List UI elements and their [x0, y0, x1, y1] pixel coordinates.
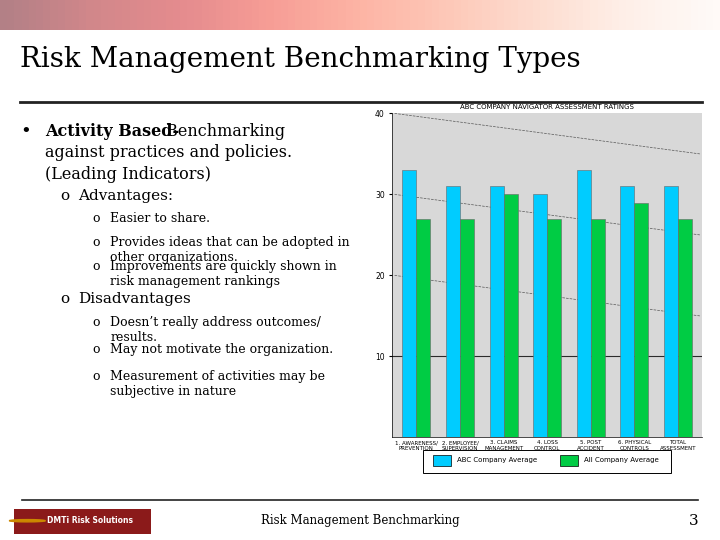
Text: Provides ideas that can be adopted in
other organizations.: Provides ideas that can be adopted in ot…	[110, 236, 350, 264]
Text: DMTi Risk Solutions: DMTi Risk Solutions	[47, 516, 132, 525]
Text: o: o	[92, 236, 99, 249]
Bar	[664, 186, 678, 437]
Bar	[503, 194, 518, 437]
Bar	[460, 219, 474, 437]
Text: Benchmarking: Benchmarking	[161, 123, 284, 139]
Text: o: o	[60, 189, 69, 203]
Bar	[446, 186, 460, 437]
Text: •: •	[20, 123, 31, 140]
Text: Measurement of activities may be
subjective in nature: Measurement of activities may be subject…	[110, 370, 325, 398]
Bar	[402, 170, 416, 437]
Title: ABC COMPANY NAVIGATOR ASSESSMENT RATINGS: ABC COMPANY NAVIGATOR ASSESSMENT RATINGS	[460, 104, 634, 110]
Bar	[423, 450, 671, 472]
Text: 3: 3	[689, 514, 698, 528]
Bar	[634, 202, 649, 437]
Bar	[547, 219, 561, 437]
Bar	[678, 219, 692, 437]
Bar	[490, 186, 503, 437]
Text: o: o	[60, 292, 69, 306]
Text: Easier to share.: Easier to share.	[110, 212, 210, 225]
Text: Advantages:: Advantages:	[78, 189, 173, 203]
Bar	[577, 170, 591, 437]
Bar	[534, 194, 547, 437]
Bar	[621, 186, 634, 437]
Text: Activity Based-: Activity Based-	[45, 123, 179, 139]
Text: All Company Average: All Company Average	[585, 457, 659, 463]
Circle shape	[9, 519, 45, 522]
Text: Doesn’t really address outcomes/
results.: Doesn’t really address outcomes/ results…	[110, 316, 321, 344]
Text: o: o	[92, 343, 99, 356]
Text: Improvements are quickly shown in
risk management rankings: Improvements are quickly shown in risk m…	[110, 260, 337, 288]
Text: Disadvantages: Disadvantages	[78, 292, 191, 306]
Text: Risk Management Benchmarking: Risk Management Benchmarking	[261, 514, 459, 527]
Text: ABC Company Average: ABC Company Average	[457, 457, 538, 463]
Bar	[416, 219, 431, 437]
Bar	[559, 455, 578, 465]
Text: against practices and policies.: against practices and policies.	[45, 144, 292, 161]
Text: Risk Management Benchmarking Types: Risk Management Benchmarking Types	[20, 46, 581, 73]
Text: (Leading Indicators): (Leading Indicators)	[45, 166, 212, 183]
Bar	[433, 455, 451, 465]
Text: o: o	[92, 370, 99, 383]
Text: May not motivate the organization.: May not motivate the organization.	[110, 343, 333, 356]
Bar	[14, 509, 151, 535]
Text: o: o	[92, 212, 99, 225]
Text: o: o	[92, 260, 99, 273]
Bar	[591, 219, 605, 437]
Text: o: o	[92, 316, 99, 329]
